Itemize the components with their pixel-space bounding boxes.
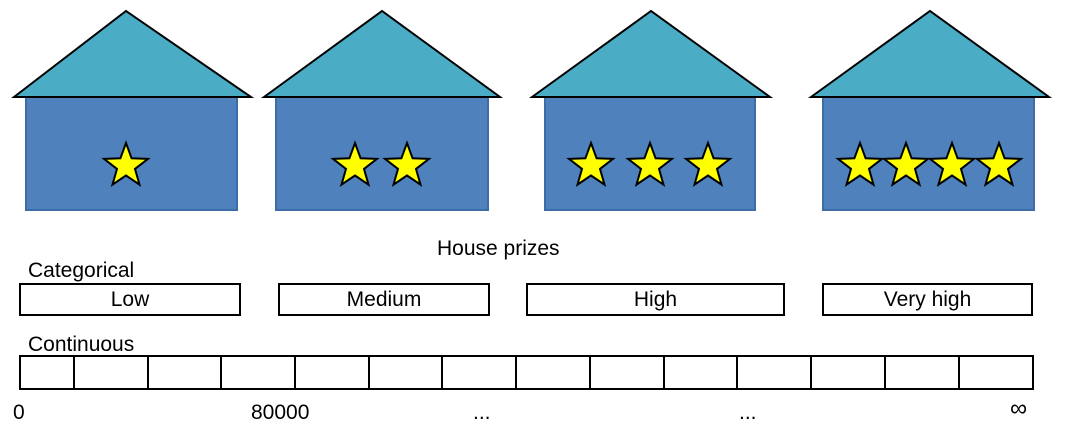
house-wall [25,95,238,211]
star-icon [330,140,380,187]
house-roof [260,9,504,98]
star-icon [974,140,1024,187]
category-high: High [526,283,785,316]
star-icon [101,140,151,187]
star-icon [382,140,432,187]
star-icon [625,140,675,187]
tick-label-80000: 80000 [251,401,310,424]
category-very-high: Very high [822,283,1033,316]
diagram-title: House prizes [437,237,560,260]
category-medium: Medium [278,283,490,316]
house-roof [11,9,255,98]
star-icon [566,140,616,187]
continuous-scale-bar [19,355,1034,390]
star-icon [927,140,977,187]
star-icon [683,140,733,187]
tick-label-ellipsis-1: ... [473,401,491,424]
categorical-label: Categorical [28,259,135,282]
tick-label-ellipsis-2: ... [739,401,757,424]
house-roof [807,9,1053,98]
continuous-label: Continuous [28,333,135,356]
house-wall [275,95,489,211]
tick-label-infinity: ∞ [1010,395,1028,422]
tick-label-0: 0 [13,401,25,424]
category-low: Low [19,283,241,316]
house-roof [528,9,774,98]
star-icon [835,140,885,187]
star-icon [881,140,931,187]
